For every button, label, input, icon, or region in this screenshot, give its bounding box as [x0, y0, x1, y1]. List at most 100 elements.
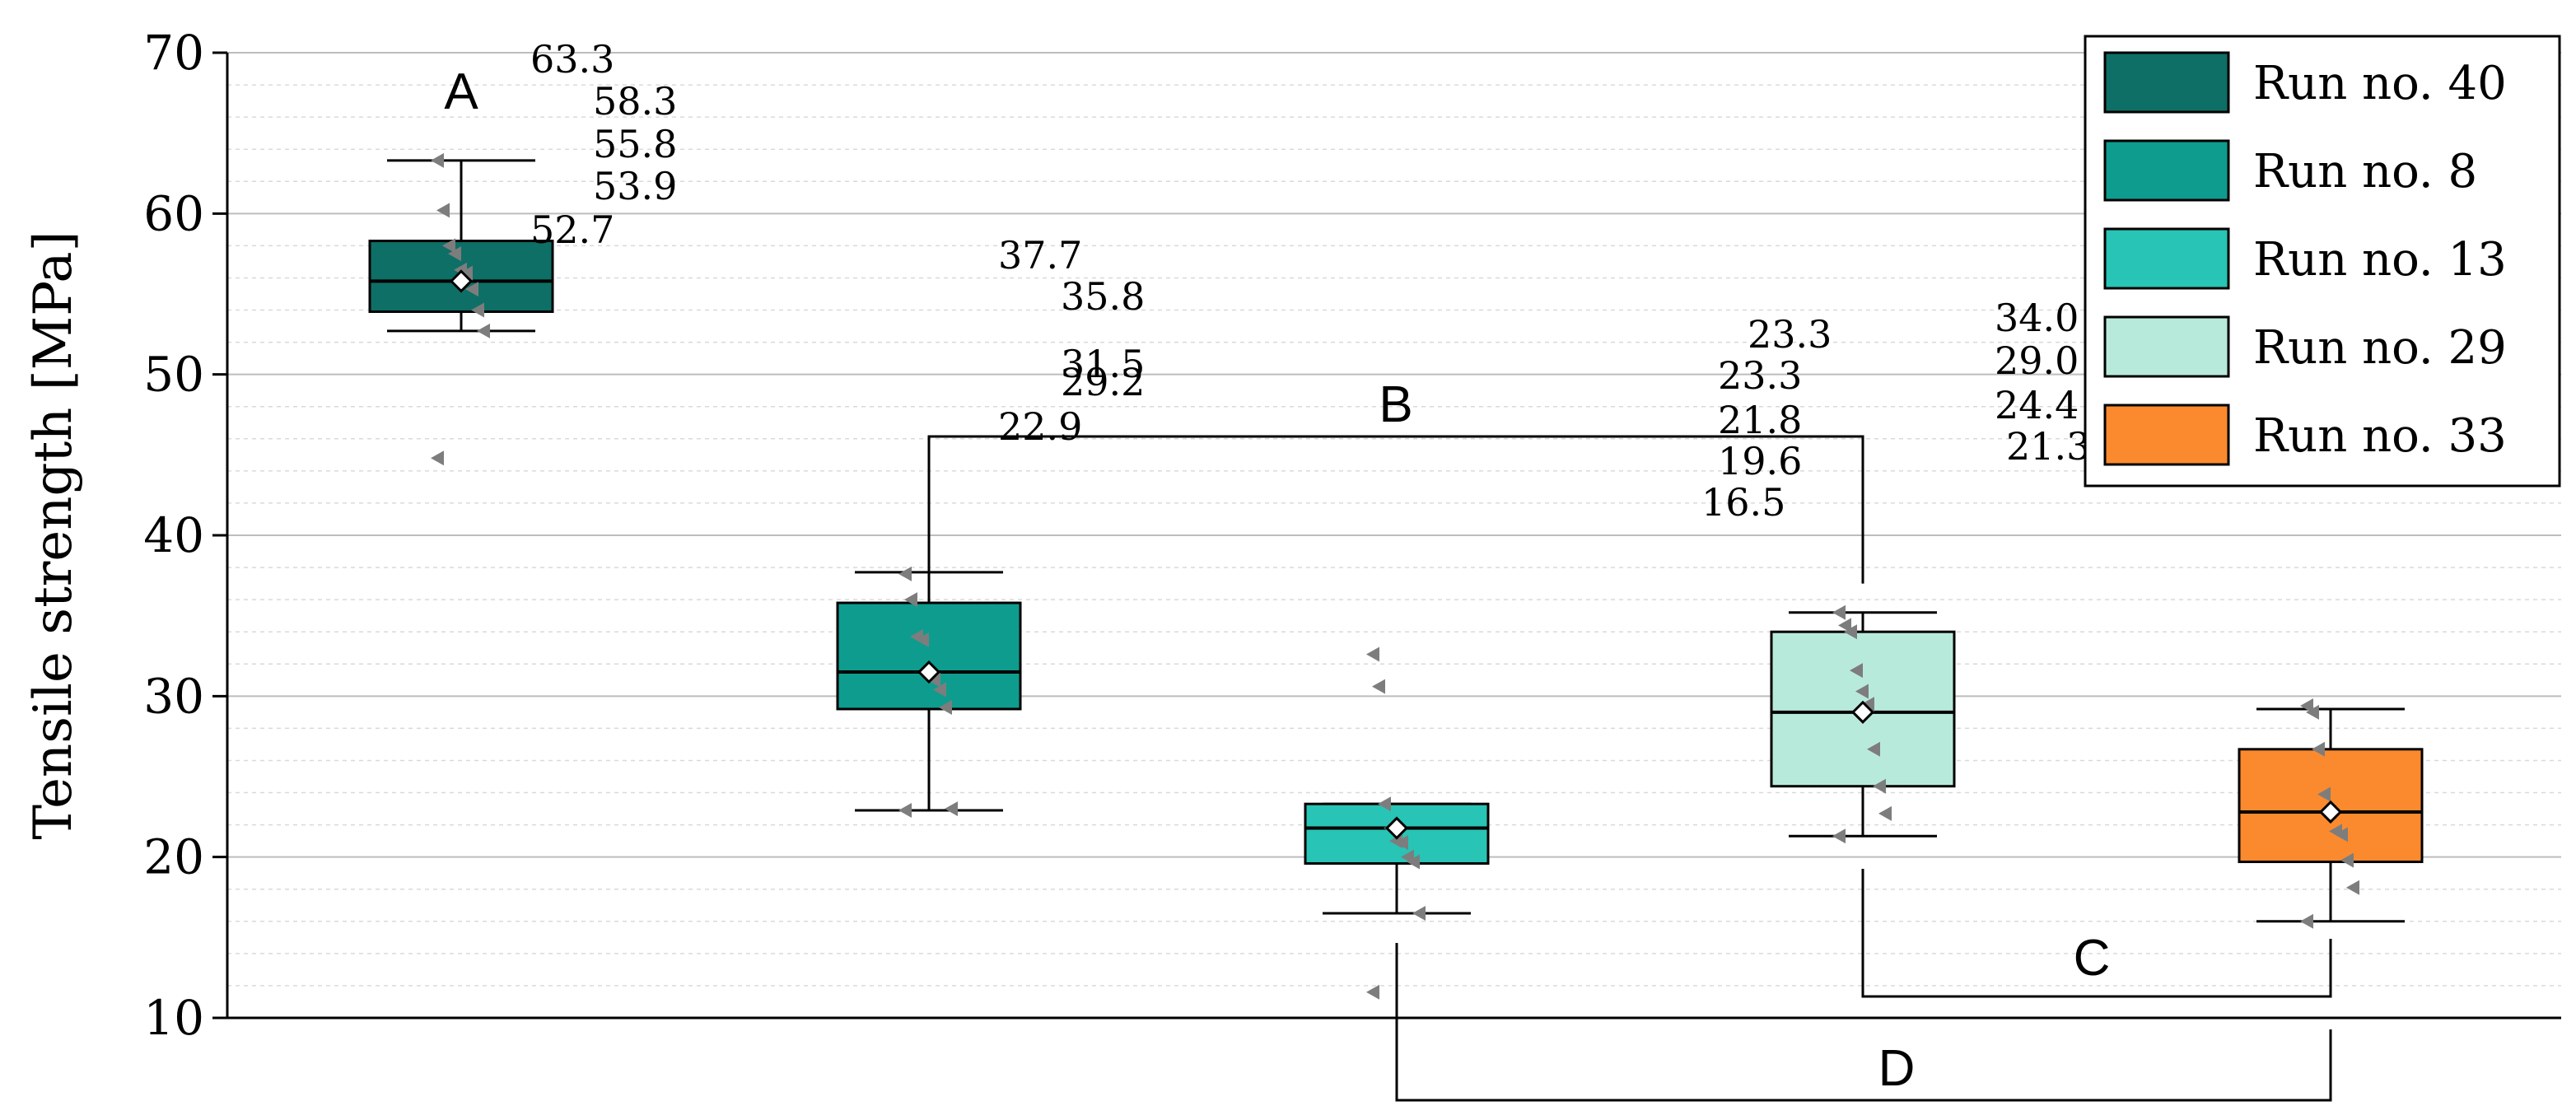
- legend-label: Run no. 40: [2253, 57, 2507, 110]
- legend-swatch: [2103, 139, 2230, 202]
- mean-marker: [1850, 700, 1875, 724]
- data-point: [939, 700, 952, 716]
- data-point: [1372, 679, 1385, 694]
- data-point: [2312, 741, 2325, 757]
- y-tick-label: 50: [143, 347, 204, 403]
- data-point: [1395, 835, 1408, 851]
- mean-marker: [2318, 800, 2343, 824]
- value-label: 37.7: [998, 233, 1082, 278]
- legend: Run no. 40 Run no. 8 Run no. 13 Run no. 29 R…: [2084, 35, 2561, 488]
- data-point: [2306, 704, 2319, 720]
- box-run-no-13: 23.323.321.819.616.5: [1304, 312, 1832, 1000]
- box-run-no-8: 37.735.8 31.529.222.9: [836, 233, 1145, 819]
- value-label: 19.6: [1718, 439, 1802, 483]
- data-point: [1407, 854, 1420, 870]
- data-point: [1850, 663, 1863, 679]
- data-point: [1844, 624, 1857, 640]
- group-label-c: C: [2074, 930, 2111, 987]
- box-run-no-40: 63.358.355.853.952.7: [368, 37, 677, 466]
- y-tick-label: 70: [143, 25, 204, 81]
- value-label: 53.9: [593, 164, 677, 208]
- value-label: 34.0: [1995, 296, 2079, 340]
- data-point: [431, 152, 444, 168]
- data-point: [933, 682, 946, 698]
- data-point: [2317, 786, 2331, 802]
- data-point: [431, 450, 444, 466]
- data-point: [1832, 604, 1846, 620]
- data-point: [904, 592, 917, 608]
- data-point: [2300, 698, 2313, 714]
- data-point: [2346, 880, 2359, 895]
- bracket-b: [927, 435, 1864, 597]
- data-point: [1878, 805, 1892, 821]
- value-label: 31.5: [1061, 342, 1145, 386]
- value-label: 52.7: [530, 208, 614, 252]
- value-label: 55.8: [593, 122, 677, 166]
- data-point: [945, 801, 958, 817]
- data-point: [460, 265, 473, 281]
- data-point: [471, 302, 484, 318]
- group-label-a: A: [444, 63, 478, 120]
- data-point: [436, 203, 450, 218]
- mean-marker: [449, 269, 474, 293]
- value-label: 58.3: [593, 79, 677, 124]
- value-label: 23.3: [1748, 312, 1832, 357]
- box-run-no-29: 35.234.029.024.421.3: [1770, 254, 2182, 844]
- legend-label: Run no. 29: [2253, 321, 2507, 375]
- data-point: [2340, 852, 2354, 868]
- bracket-c: [1861, 869, 2332, 998]
- iqr-box: [836, 601, 1022, 711]
- value-label: 21.3: [2006, 424, 2090, 469]
- data-point: [1412, 906, 1426, 922]
- y-tick-label: 20: [143, 829, 204, 885]
- bracket-d: [1395, 943, 2332, 1102]
- data-point: [1366, 646, 1379, 662]
- legend-swatch: [2103, 51, 2230, 114]
- data-point: [477, 323, 490, 338]
- data-point: [1855, 684, 1869, 699]
- box-run-no-33: 29.226.722.819.716.0: [2238, 698, 2424, 929]
- box-series: 63.358.355.853.952.7 37.735.8 31.529.222.9…: [368, 37, 2424, 1000]
- data-point: [442, 238, 455, 254]
- y-axis-label: Tensile strength [MPa]: [23, 231, 84, 839]
- legend-swatch: [2103, 404, 2230, 466]
- data-point: [1861, 697, 1874, 712]
- value-label: 63.3: [530, 37, 614, 82]
- y-tick-label: 10: [143, 990, 204, 1046]
- group-label-b: B: [1379, 376, 1412, 433]
- value-label: 21.8: [1718, 398, 1802, 442]
- legend-label: Run no. 8: [2253, 145, 2477, 198]
- group-label-d: D: [1878, 1040, 1916, 1097]
- data-point: [1832, 828, 1846, 844]
- value-label: 24.4: [1995, 383, 2079, 427]
- y-tick-label: 60: [143, 185, 204, 241]
- value-label: 35.8: [1061, 274, 1145, 319]
- y-tick-label: 30: [143, 668, 204, 724]
- data-point: [916, 632, 929, 647]
- y-tick-label: 40: [143, 507, 204, 563]
- data-point: [1867, 741, 1880, 757]
- data-point: [1366, 984, 1379, 1000]
- data-point: [1378, 796, 1391, 812]
- value-label: 22.9: [998, 404, 1082, 449]
- data-point: [898, 803, 912, 819]
- data-point: [1873, 778, 1886, 794]
- data-point: [898, 566, 912, 581]
- value-label: 23.3: [1718, 353, 1802, 398]
- data-point: [2300, 913, 2313, 929]
- legend-label: Run no. 13: [2253, 233, 2507, 287]
- data-point: [927, 672, 940, 688]
- mean-marker: [1384, 816, 1409, 840]
- legend-swatch: [2103, 315, 2230, 378]
- data-point: [465, 282, 478, 297]
- legend-label: Run no. 33: [2253, 409, 2507, 463]
- value-label: 29.2: [1061, 360, 1145, 404]
- data-point: [2335, 827, 2348, 842]
- value-label: 16.5: [1701, 480, 1785, 525]
- data-point: [1838, 618, 1851, 633]
- significance-brackets: B C D A: [444, 63, 2332, 1102]
- data-point: [448, 246, 461, 262]
- value-label: 29.0: [1995, 338, 2079, 383]
- mean-marker: [917, 660, 941, 684]
